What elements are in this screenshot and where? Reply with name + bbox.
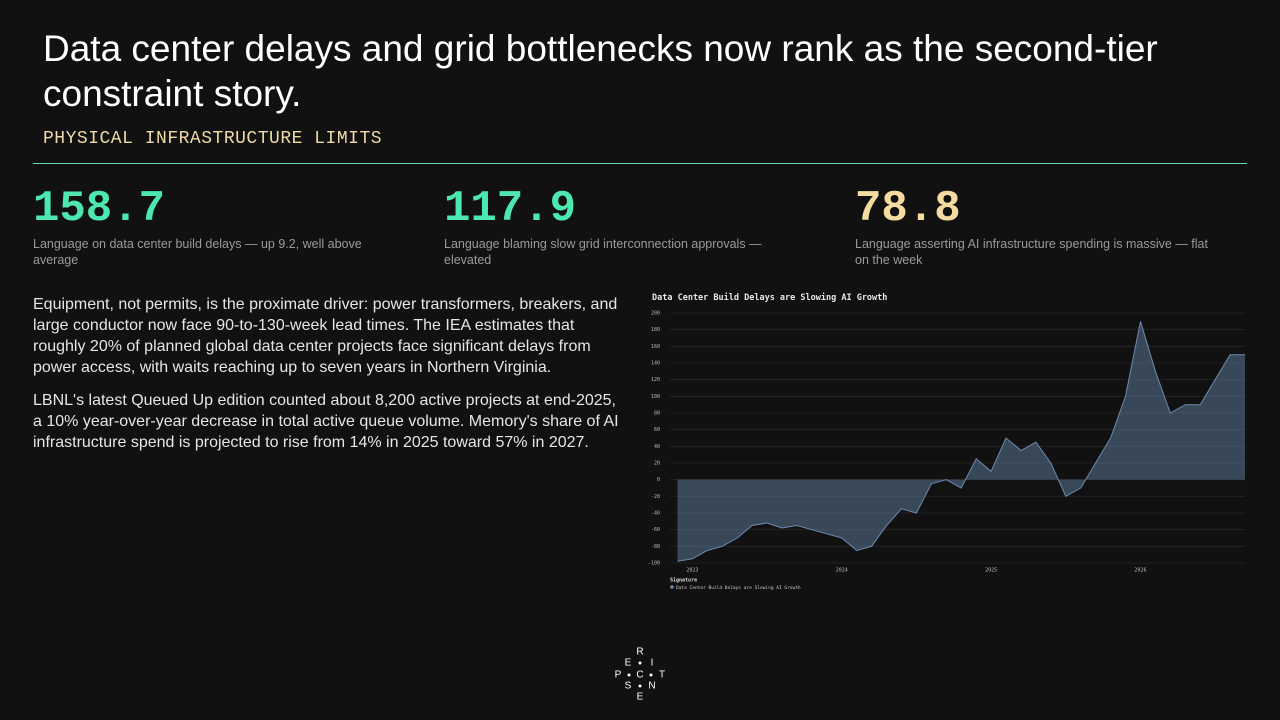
logo-letter: T bbox=[659, 670, 665, 681]
metric: 78.8 Language asserting AI infrastructure… bbox=[855, 185, 1215, 268]
logo: RE IP C TS NE bbox=[615, 647, 665, 703]
paragraph: Equipment, not permits, is the proximate… bbox=[33, 296, 618, 376]
body-text: Equipment, not permits, is the proximate… bbox=[33, 294, 628, 465]
logo-dot bbox=[627, 673, 631, 677]
metric-value: 117.9 bbox=[444, 184, 577, 234]
y-tick-label: -80 bbox=[651, 544, 660, 550]
logo-letter: R bbox=[636, 647, 643, 658]
x-tick-label: 2023 bbox=[686, 568, 698, 574]
metric-label: Language blaming slow grid interconnecti… bbox=[444, 237, 762, 267]
y-tick-label: -60 bbox=[651, 527, 660, 533]
x-tick-label: 2026 bbox=[1134, 568, 1146, 574]
divider bbox=[33, 163, 1247, 164]
y-tick-label: -40 bbox=[651, 511, 660, 517]
y-tick-label: 100 bbox=[651, 394, 660, 400]
logo-letter: P bbox=[615, 670, 622, 681]
logo-dot bbox=[649, 673, 653, 677]
y-tick-label: -20 bbox=[651, 494, 660, 500]
metric-label: Language on data center build delays — u… bbox=[33, 237, 362, 267]
logo-letter: C bbox=[636, 670, 643, 681]
y-tick-label: 160 bbox=[651, 344, 660, 350]
logo-letter: N bbox=[648, 681, 655, 692]
legend-marker bbox=[670, 585, 674, 589]
x-tick-label: 2025 bbox=[985, 568, 997, 574]
metric: 117.9 Language blaming slow grid intercon… bbox=[444, 185, 804, 268]
legend-title: Signature bbox=[670, 578, 697, 584]
metric-label: Language asserting AI infrastructure spe… bbox=[855, 237, 1208, 267]
paragraph: LBNL's latest Queued Up edition counted … bbox=[33, 392, 619, 451]
metric-value: 158.7 bbox=[33, 184, 166, 234]
y-tick-label: -100 bbox=[648, 561, 660, 567]
logo-letter: E bbox=[637, 692, 644, 703]
metric: 158.7 Language on data center build delay… bbox=[33, 185, 393, 268]
legend-label: Data Center Build Delays are Slowing AI … bbox=[676, 585, 801, 591]
line bbox=[677, 321, 1245, 562]
logo-dot bbox=[638, 684, 642, 688]
slide-subtitle: PHYSICAL INFRASTRUCTURE LIMITS bbox=[43, 129, 383, 149]
y-tick-label: 180 bbox=[651, 327, 660, 333]
logo-dot bbox=[638, 661, 642, 665]
y-tick-label: 40 bbox=[654, 444, 660, 450]
chart-title: Data Center Build Delays are Slowing AI … bbox=[652, 292, 887, 303]
y-tick-label: 60 bbox=[654, 427, 660, 433]
x-tick-label: 2024 bbox=[836, 568, 848, 574]
y-tick-label: 80 bbox=[654, 411, 660, 417]
area bbox=[677, 321, 1245, 562]
y-tick-label: 120 bbox=[651, 377, 660, 383]
y-tick-label: 20 bbox=[654, 461, 660, 467]
logo-letter: S bbox=[625, 681, 632, 692]
logo-letter: E bbox=[625, 658, 632, 669]
metric-value: 78.8 bbox=[855, 184, 961, 234]
slide-title: Data center delays and grid bottlenecks … bbox=[43, 28, 1158, 114]
y-tick-label: 140 bbox=[651, 361, 660, 367]
chart: Data Center Build Delays are Slowing AI … bbox=[648, 292, 1245, 591]
y-tick-label: 0 bbox=[657, 477, 660, 483]
y-tick-label: 200 bbox=[651, 311, 660, 317]
logo-letter: I bbox=[651, 658, 654, 669]
